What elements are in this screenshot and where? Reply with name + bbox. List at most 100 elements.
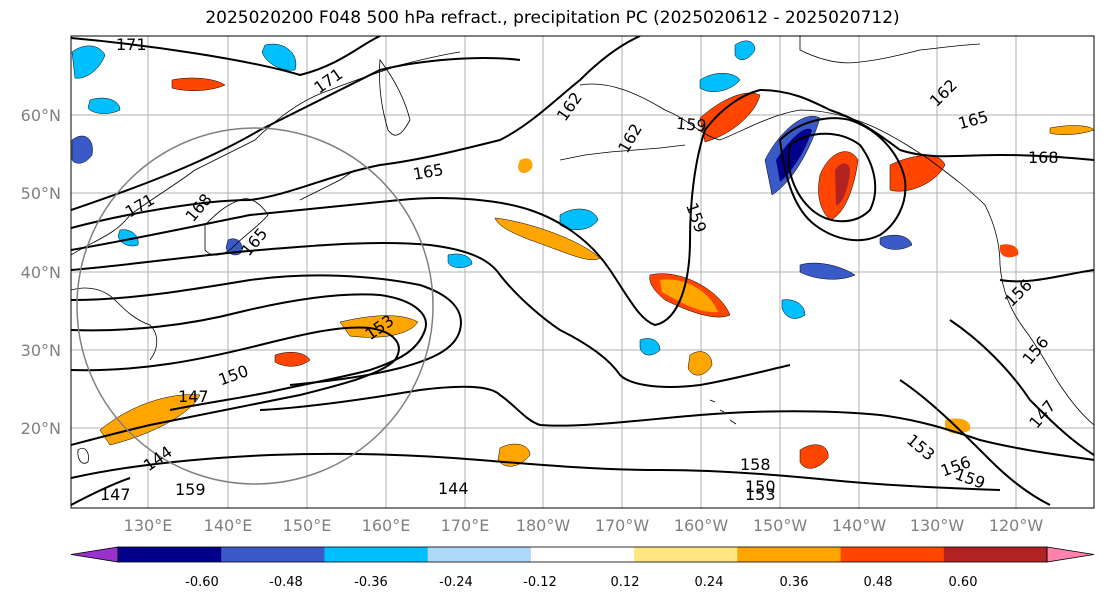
colorbar-segment bbox=[118, 547, 222, 562]
negative-precip-area bbox=[447, 253, 473, 268]
range-circle bbox=[76, 127, 434, 485]
contour-label: 147 bbox=[178, 387, 209, 406]
negative-precip-area bbox=[699, 73, 741, 92]
negative-precip-area bbox=[261, 43, 297, 71]
contour-line bbox=[778, 117, 907, 242]
coastline-taiwan bbox=[77, 447, 89, 464]
contour-label: 150 bbox=[745, 477, 776, 496]
coastline-alaska bbox=[579, 83, 931, 161]
coastline-kamchatka bbox=[379, 58, 411, 136]
contour-label: 159 bbox=[675, 114, 707, 136]
negative-precip-area bbox=[71, 45, 106, 79]
contour-line bbox=[71, 293, 427, 411]
negative-precip-area bbox=[879, 234, 913, 250]
contour-label: 144 bbox=[438, 479, 469, 498]
colorbar-segment bbox=[530, 547, 635, 562]
coastline-north-america-north bbox=[799, 36, 981, 64]
contour-line bbox=[899, 379, 1051, 506]
lon-label: 150°E bbox=[283, 516, 332, 535]
map-title: 2025020200 F048 500 hPa refract., precip… bbox=[205, 8, 900, 28]
lat-label: 50°N bbox=[21, 184, 61, 203]
positive-precip-area bbox=[687, 351, 713, 376]
negative-precip-area bbox=[799, 262, 856, 280]
colorbar-tick-label: -0.60 bbox=[185, 575, 219, 590]
contour-line bbox=[71, 241, 791, 388]
colorbar-tick-label: -0.12 bbox=[523, 575, 557, 590]
contour-label: 147 bbox=[100, 485, 131, 504]
colorbar-extend-max bbox=[1046, 546, 1095, 563]
contour-line bbox=[71, 274, 462, 386]
lon-label: 150°W bbox=[753, 516, 808, 535]
negative-precip-area bbox=[781, 299, 806, 319]
negative-precip-area bbox=[734, 40, 756, 60]
precip-shading bbox=[71, 40, 1094, 469]
negative-precip-area bbox=[71, 135, 93, 164]
lat-label: 20°N bbox=[21, 419, 61, 438]
contour-line bbox=[999, 269, 1094, 283]
lat-label: 40°N bbox=[21, 263, 61, 282]
negative-precip-area bbox=[639, 338, 661, 356]
lon-label: 170°W bbox=[595, 516, 650, 535]
coastline-asia-south bbox=[71, 287, 158, 361]
lon-label: 160°W bbox=[674, 516, 729, 535]
colorbar-tick-label: -0.48 bbox=[269, 575, 303, 590]
contour-line bbox=[71, 57, 521, 211]
colorbar-tick-label: -0.36 bbox=[354, 575, 388, 590]
colorbar-extend-min bbox=[70, 546, 119, 563]
lon-label: 170°E bbox=[441, 516, 490, 535]
longitude-labels: 130°E 140°E 150°E 160°E 170°E 180°W 170°… bbox=[124, 516, 1044, 535]
graticule bbox=[71, 36, 1094, 508]
lon-label: 180°W bbox=[516, 516, 571, 535]
contour-line bbox=[71, 88, 1094, 327]
contour-label: 168 bbox=[1028, 148, 1059, 167]
coastline-kurils bbox=[299, 169, 356, 201]
lat-label: 60°N bbox=[21, 106, 61, 125]
positive-precip-area bbox=[1000, 244, 1019, 258]
colorbar-tick-labels: -0.60 -0.48 -0.36 -0.24 -0.12 0.12 0.24 … bbox=[185, 575, 977, 590]
colorbar-tick-label: 0.36 bbox=[780, 575, 809, 590]
lon-label: 120°W bbox=[989, 516, 1044, 535]
map-frame bbox=[70, 35, 1095, 509]
contour-line bbox=[787, 132, 877, 223]
contour-label: 171 bbox=[116, 35, 147, 54]
negative-precip-area bbox=[117, 229, 139, 247]
colorbar-tick-label: -0.24 bbox=[439, 575, 473, 590]
coastline-hawaii bbox=[709, 399, 737, 425]
positive-precip-area bbox=[799, 444, 829, 469]
latitude-labels: 60°N 50°N 40°N 30°N 20°N bbox=[21, 106, 61, 438]
coastline-aleutians bbox=[559, 144, 686, 161]
contour-line bbox=[949, 319, 1094, 456]
contour-line bbox=[71, 326, 400, 446]
positive-precip-area bbox=[699, 92, 761, 143]
contour-label: 153 bbox=[745, 485, 776, 504]
colorbar-segment bbox=[737, 547, 842, 562]
colorbar-tick-label: 0.12 bbox=[611, 575, 640, 590]
contour-label: 159 bbox=[175, 480, 206, 499]
lon-label: 140°W bbox=[832, 516, 887, 535]
positive-precip-area bbox=[494, 217, 601, 260]
lat-label: 30°N bbox=[21, 341, 61, 360]
lon-label: 140°E bbox=[204, 516, 253, 535]
contour-line bbox=[71, 452, 1001, 491]
positive-precip-area bbox=[274, 352, 311, 367]
contour-label: 158 bbox=[740, 455, 771, 474]
lon-label: 160°E bbox=[362, 516, 411, 535]
coastline-north-america bbox=[929, 159, 1094, 426]
colorbar bbox=[70, 546, 1095, 563]
colorbar-segment bbox=[221, 547, 325, 562]
contour-line bbox=[71, 36, 641, 229]
positive-precip-area bbox=[660, 279, 718, 313]
colorbar-segment bbox=[840, 547, 945, 562]
colorbar-segment bbox=[324, 547, 429, 562]
height-contours bbox=[71, 36, 1094, 506]
contour-line bbox=[71, 477, 131, 506]
colorbar-tick-label: 0.24 bbox=[695, 575, 724, 590]
colorbar-tick-label: 0.48 bbox=[864, 575, 893, 590]
colorbar-tick-label: 0.60 bbox=[949, 575, 978, 590]
colorbar-segment bbox=[634, 547, 738, 562]
positive-precip-area bbox=[99, 394, 201, 446]
lon-label: 130°W bbox=[910, 516, 965, 535]
colorbar-segment bbox=[427, 547, 532, 562]
positive-precip-area bbox=[835, 163, 850, 205]
